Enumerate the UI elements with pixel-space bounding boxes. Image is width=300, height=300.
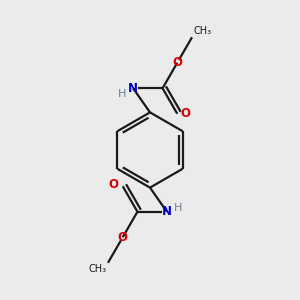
Text: O: O	[180, 107, 190, 120]
Text: O: O	[118, 231, 128, 244]
Text: CH₃: CH₃	[194, 26, 212, 36]
Text: CH₃: CH₃	[88, 264, 106, 274]
Text: N: N	[162, 205, 172, 218]
Text: H: H	[173, 203, 182, 213]
Text: O: O	[109, 178, 119, 191]
Text: H: H	[118, 89, 127, 99]
Text: O: O	[172, 56, 182, 69]
Text: N: N	[128, 82, 138, 95]
